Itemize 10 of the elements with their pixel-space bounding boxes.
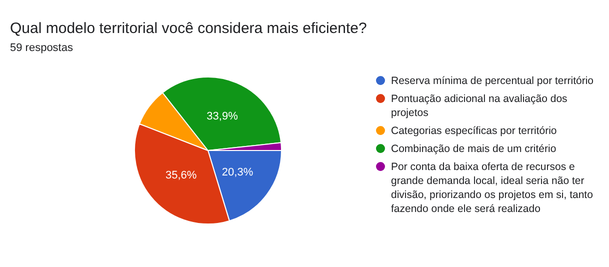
data-label: 33,9% [206, 110, 238, 123]
data-label: 20,3% [222, 166, 254, 178]
legend-label: Por conta da baixa oferta de recursos e grande demanda local, ideal seria não ter divisão, priorizando os projetos em si, tanto fazendo onde ele será realizado [391, 160, 594, 216]
data-label: 35,6% [165, 170, 197, 182]
legend-label: Pontuação adicional na avaliação dos projetos [391, 92, 568, 120]
legend-label: Reserva mínima de percentual por território [391, 74, 594, 88]
chart-title: Qual modelo territorial você considera mais eficiente? [10, 20, 367, 37]
legend-label: Combinação de mais de um critério [391, 142, 556, 156]
text: 59 respostas [10, 42, 73, 54]
legend-label: Categorias específicas por território [391, 124, 557, 138]
